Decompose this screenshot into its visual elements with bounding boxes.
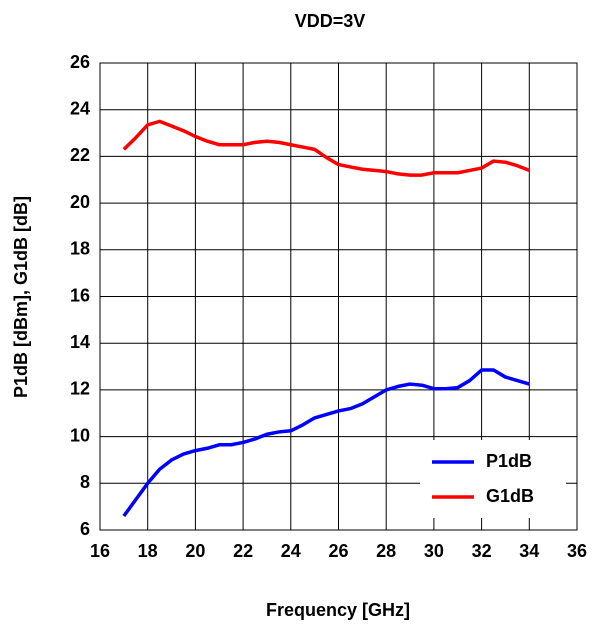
y-tick-label: 18 <box>70 239 90 259</box>
legend-box <box>420 440 566 518</box>
y-tick-label: 8 <box>80 472 90 492</box>
y-tick-label: 20 <box>70 192 90 212</box>
plot-frame <box>99 62 578 531</box>
x-tick-label: 36 <box>567 541 587 561</box>
y-tick-label: 14 <box>70 332 90 352</box>
x-tick-label: 20 <box>185 541 205 561</box>
x-tick-label: 16 <box>90 541 110 561</box>
x-tick-label: 28 <box>376 541 396 561</box>
legend-label: P1dB <box>486 451 532 471</box>
x-axis-label: Frequency [GHz] <box>266 600 410 620</box>
x-tick-label: 18 <box>138 541 158 561</box>
x-tick-label: 34 <box>519 541 539 561</box>
y-tick-label: 16 <box>70 285 90 305</box>
y-tick-label: 26 <box>70 52 90 72</box>
y-tick-label: 24 <box>70 98 90 118</box>
y-axis-label: P1dB [dBm], G1dB [dB] <box>11 196 31 398</box>
x-tick-label: 24 <box>281 541 301 561</box>
y-tick-label: 12 <box>70 379 90 399</box>
series-line <box>122 368 530 518</box>
x-tick-label: 32 <box>472 541 492 561</box>
x-tick-label: 22 <box>233 541 253 561</box>
y-tick-label: 10 <box>70 425 90 445</box>
series-line <box>122 119 530 177</box>
y-tick-label: 22 <box>70 145 90 165</box>
x-tick-label: 26 <box>328 541 348 561</box>
chart-title: VDD=3V <box>295 11 366 31</box>
legend-label: G1dB <box>486 486 534 506</box>
x-tick-label: 30 <box>424 541 444 561</box>
y-tick-label: 6 <box>80 519 90 539</box>
